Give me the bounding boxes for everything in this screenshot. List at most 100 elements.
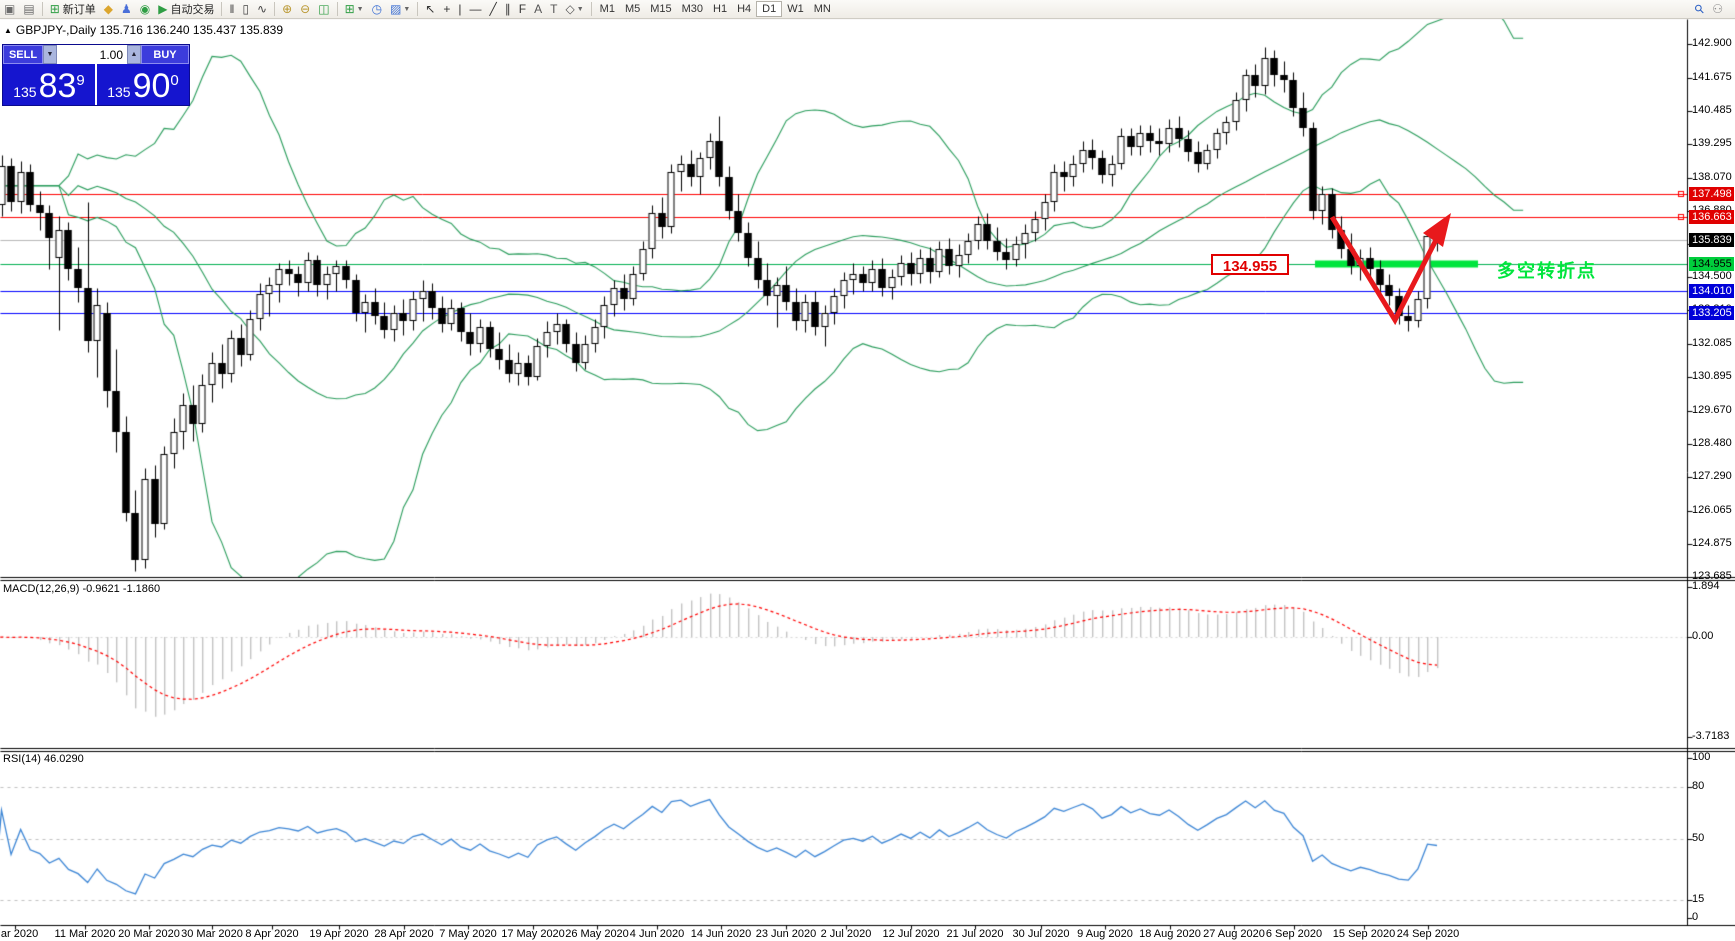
bar-chart-icon[interactable]: ‖	[229, 2, 235, 16]
date-axis-label: 19 Apr 2020	[309, 928, 369, 940]
line-chart-icon[interactable]: ∿	[257, 2, 268, 16]
cursor-icon[interactable]: ↖	[425, 2, 436, 16]
date-axis-label: 12 Jul 2020	[882, 928, 940, 940]
one-click-trading-panel: SELL ▼ 1.00 ▲ BUY 135 83 9 135 90 0	[2, 44, 190, 106]
crosshair-icon[interactable]: +	[443, 2, 451, 16]
symbol-ohlc-text: GBPJPY-,Daily 135.716 136.240 135.437 13…	[15, 23, 284, 37]
price-axis-tick: 140.485	[1692, 104, 1732, 117]
rsi-axis-tick: 50	[1692, 832, 1705, 844]
timeframe-d1-button[interactable]: D1	[756, 1, 783, 17]
trendline-icon[interactable]: ╱	[489, 2, 497, 16]
buy-price[interactable]: 135 90 0	[97, 64, 189, 105]
buy-price-point: 0	[170, 72, 179, 89]
equidistant-channel-icon[interactable]: ∥	[504, 2, 511, 16]
date-axis-label: 27 Aug 2020	[1203, 928, 1265, 940]
market-depth-icon[interactable]: ◆	[103, 2, 113, 16]
rsi-indicator-label: RSI(14) 46.0290	[3, 753, 84, 765]
toolbar: ▣ ▤ ⊞ 新订单 ◆ ♟ ◉ ▶ 自动交易 ‖ ▯ ∿ ⊕ ⊖ ◫ ⊞ ▼ ◷ ▨ ▼ ↖ + | — ╱ ∥ F A T ◇ ▼ M1 M5…	[0, 0, 1735, 19]
horizontal-line-icon[interactable]: —	[469, 2, 482, 16]
macd-axis-tick: 1.894	[1692, 580, 1720, 592]
date-axis-label: 18 Aug 2020	[1139, 928, 1201, 940]
date-axis-label: 24 Sep 2020	[1396, 928, 1460, 940]
timeframe-w1-button[interactable]: W1	[787, 3, 804, 15]
buy-price-big-figure: 135	[107, 84, 131, 100]
zoom-out-icon[interactable]: ⊖	[300, 2, 311, 16]
date-axis-label: 4 Jun 2020	[629, 928, 685, 940]
timeframe-m5-button[interactable]: M5	[624, 3, 641, 15]
autotrading-icon[interactable]: ▶ 自动交易	[158, 2, 215, 16]
toolbar-separator	[336, 2, 338, 16]
price-axis-tick: 132.085	[1692, 336, 1732, 349]
vertical-line-icon[interactable]: |	[458, 2, 462, 16]
sell-button[interactable]: SELL	[3, 45, 43, 64]
timeframe-m1-button[interactable]: M1	[599, 3, 615, 15]
new-window-icon[interactable]: ▣	[4, 2, 16, 16]
toolbar-separator	[221, 2, 223, 16]
date-axis-label: Mar 2020	[0, 928, 39, 940]
toolbar-separator	[417, 2, 419, 16]
templates-icon[interactable]: ▨ ▼	[390, 2, 411, 16]
date-axis-label: 20 Mar 2020	[118, 928, 180, 940]
price-axis-tick: 130.895	[1692, 369, 1732, 382]
price-axis-tick: 123.685	[1692, 569, 1732, 582]
shapes-icon[interactable]: ◇ ▼	[565, 2, 584, 16]
zoom-in-icon[interactable]: ⊕	[282, 2, 293, 16]
price-level-badge: 134.955	[1689, 257, 1734, 272]
macd-axis-tick: 0.00	[1692, 630, 1714, 642]
symbol-header: ▲ GBPJPY-,Daily 135.716 136.240 135.437 …	[4, 23, 283, 37]
date-axis-label: 14 Jun 2020	[690, 928, 752, 940]
timeframe-h4-button[interactable]: H4	[737, 3, 752, 15]
price-axis-tick: 126.065	[1692, 503, 1732, 516]
tile-windows-icon[interactable]: ◫	[318, 2, 330, 16]
date-axis-label: 9 Aug 2020	[1077, 928, 1133, 940]
timeframe-m15-button[interactable]: M15	[650, 3, 672, 15]
collapse-icon[interactable]: ▲	[4, 25, 12, 35]
new-chart-icon[interactable]: ⊞ ▼	[344, 2, 364, 16]
volume-decrease-button[interactable]: ▼	[43, 45, 57, 64]
date-axis-label: 28 Apr 2020	[374, 928, 434, 940]
new-order-icon[interactable]: ⊞ 新订单	[49, 2, 96, 16]
price-axis-tick: 141.675	[1692, 71, 1732, 84]
date-axis-label: 7 May 2020	[439, 928, 497, 940]
date-axis-label: 2 Jul 2020	[820, 928, 872, 940]
buy-button[interactable]: BUY	[141, 45, 189, 64]
sell-price-pips: 83	[38, 67, 77, 105]
date-axis-label: 6 Sep 2020	[1265, 928, 1323, 940]
price-axis-tick: 129.670	[1692, 403, 1732, 416]
price-level-badge: 136.663	[1689, 210, 1734, 225]
macd-axis-tick: -3.7183	[1692, 730, 1730, 742]
bull-bear-turning-point-note: 多空转折点	[1497, 261, 1597, 281]
price-axis-tick: 139.295	[1692, 137, 1732, 150]
price-axis-tick: 128.480	[1692, 436, 1732, 449]
chat-icon[interactable]: ⚇	[1712, 2, 1723, 16]
profiles-icon[interactable]: ▤	[23, 2, 35, 16]
text-icon[interactable]: A	[534, 2, 543, 16]
text-label-icon[interactable]: T	[550, 2, 558, 16]
price-axis-tick: 127.290	[1692, 469, 1732, 482]
price-level-badge: 133.205	[1689, 305, 1734, 320]
timeframe-m30-button[interactable]: M30	[681, 3, 704, 15]
date-axis-label: 30 Jul 2020	[1012, 928, 1070, 940]
expert-advisors-icon[interactable]: ♟	[120, 2, 132, 16]
sell-price-big-figure: 135	[13, 84, 37, 100]
price-level-badge: 137.498	[1689, 187, 1734, 202]
timeframe-mn-button[interactable]: MN	[813, 3, 831, 15]
auto-scroll-icon[interactable]: ◷	[371, 2, 383, 16]
search-icon[interactable]: ⚲	[1691, 0, 1708, 18]
volume-input[interactable]: 1.00	[57, 45, 127, 64]
price-level-badge: 134.010	[1689, 283, 1734, 298]
candlestick-chart-icon[interactable]: ▯	[242, 2, 250, 16]
fibonacci-icon[interactable]: F	[518, 2, 527, 16]
date-axis-label: 11 Mar 2020	[54, 928, 116, 940]
date-axis-label: 15 Sep 2020	[1332, 928, 1396, 940]
signals-icon[interactable]: ◉	[139, 2, 151, 16]
date-axis-label: 23 Jun 2020	[755, 928, 817, 940]
sell-price[interactable]: 135 83 9	[3, 64, 97, 105]
rsi-axis-tick: 15	[1692, 893, 1705, 905]
date-axis-label: 8 Apr 2020	[245, 928, 299, 940]
rsi-axis-tick: 0	[1692, 911, 1699, 923]
volume-increase-button[interactable]: ▲	[127, 45, 141, 64]
timeframe-h1-button[interactable]: H1	[713, 3, 728, 15]
